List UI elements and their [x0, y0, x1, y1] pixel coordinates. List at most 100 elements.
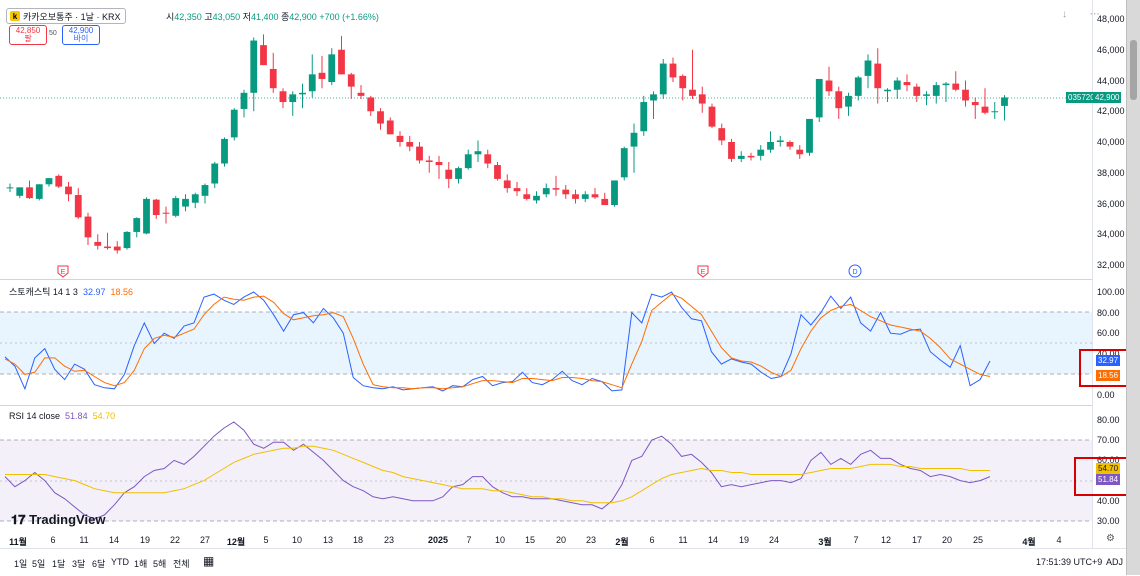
- time-axis-label: 2월: [615, 537, 629, 547]
- candle: [893, 77, 901, 99]
- candle: [737, 151, 745, 162]
- candle: [269, 52, 277, 93]
- highlight-stoch-values: [1079, 349, 1131, 387]
- candle: [347, 72, 355, 99]
- price-tick-label: 38,000: [1097, 167, 1125, 178]
- scrollbar[interactable]: [1126, 0, 1140, 575]
- price-tick-label: 46,000: [1097, 44, 1125, 55]
- rsi-ma-tag: 54.70: [1096, 463, 1121, 474]
- candle: [16, 187, 24, 199]
- pane-separator-1[interactable]: [0, 279, 1126, 280]
- symbol-selector[interactable]: k 카카오보통주 · 1날 · KRX: [6, 8, 127, 24]
- tf-1y[interactable]: 1해: [134, 559, 148, 569]
- candle: [484, 149, 492, 169]
- candle: [796, 145, 804, 159]
- stoch-tick-label: 100.00: [1097, 287, 1125, 297]
- candle: [289, 91, 297, 116]
- candle: [172, 195, 180, 218]
- pane-separator-2[interactable]: [0, 405, 1126, 406]
- candle: [581, 191, 589, 202]
- time-axis-label: 4월: [1022, 537, 1036, 547]
- stoch-layer: [4, 291, 991, 392]
- price-tick-label: 36,000: [1097, 198, 1125, 209]
- candle: [835, 86, 843, 119]
- candle: [640, 95, 648, 136]
- rsi-tick-label: 80.00: [1097, 415, 1120, 425]
- time-axis-label: 20: [941, 535, 953, 545]
- buy-button[interactable]: 42,900 바이: [62, 25, 100, 45]
- candle: [923, 91, 930, 106]
- candle: [435, 155, 443, 179]
- price-axis[interactable]: [1092, 0, 1127, 548]
- candle: [416, 142, 423, 164]
- tv-logo-icon: 𝟏𝟕: [11, 512, 26, 527]
- candle: [182, 194, 189, 212]
- stoch-legend[interactable]: 스토캐스틱 14 1 3 32.97 18.56: [9, 287, 134, 297]
- candle: [591, 188, 599, 199]
- candle: [260, 34, 267, 66]
- chart-plot-area[interactable]: E E D: [0, 0, 1092, 548]
- event-marker-earnings-2[interactable]: E: [697, 265, 709, 278]
- event-marker-earnings-1[interactable]: E: [57, 265, 69, 278]
- settings-gear-icon[interactable]: ⚙: [1106, 533, 1115, 544]
- candle: [971, 97, 979, 119]
- axis-top-icons[interactable]: ↓ ⋯: [1062, 9, 1110, 20]
- tf-5y[interactable]: 5해: [153, 559, 167, 569]
- clock[interactable]: 17:51:39 UTC+9: [1036, 557, 1103, 567]
- tf-3m[interactable]: 3달: [72, 559, 86, 569]
- time-axis-label: 17: [911, 535, 923, 545]
- candle: [952, 71, 960, 92]
- stoch-tick-label: 60.00: [1097, 328, 1120, 339]
- candle: [767, 131, 774, 153]
- candle: [396, 131, 404, 147]
- candle: [650, 91, 657, 119]
- tradingview-logo[interactable]: 𝟏𝟕 TradingView: [11, 512, 106, 527]
- event-marker-dividend[interactable]: D: [848, 264, 862, 278]
- candle: [464, 149, 472, 170]
- candle: [494, 161, 501, 181]
- time-axis-label: 12월: [226, 537, 246, 547]
- price-tick-label: 32,000: [1097, 260, 1125, 270]
- time-axis-label: 22: [169, 535, 181, 545]
- rsi-legend[interactable]: RSI 14 close 51.84 54.70: [9, 411, 116, 421]
- highlight-rsi-values: [1074, 457, 1128, 496]
- candle: [884, 88, 891, 103]
- candle: [552, 175, 560, 196]
- candle: [786, 140, 794, 150]
- sell-button[interactable]: 42,850 팔: [9, 25, 47, 45]
- tf-all[interactable]: 전체: [173, 559, 190, 569]
- time-axis-label: 6: [649, 535, 655, 545]
- candle: [279, 88, 287, 109]
- price-tick-label: 34,000: [1097, 229, 1125, 240]
- candle: [35, 184, 43, 201]
- candle: [406, 135, 414, 152]
- candle: [133, 217, 141, 238]
- date-range-calendar-icon[interactable]: ▦: [203, 554, 215, 568]
- tf-ytd[interactable]: YTD: [111, 557, 129, 567]
- stoch-d-tag: 18.56: [1096, 370, 1121, 381]
- svg-text:D: D: [852, 269, 857, 276]
- candle: [825, 66, 833, 96]
- candle: [328, 48, 336, 86]
- time-axis-label: 2025: [427, 535, 449, 545]
- tf-5d[interactable]: 5일: [32, 559, 46, 569]
- tf-6m[interactable]: 6달: [92, 559, 106, 569]
- time-axis-label: 14: [108, 535, 120, 545]
- candle: [913, 83, 921, 103]
- tf-1m[interactable]: 1달: [52, 559, 66, 569]
- adj-toggle[interactable]: ADJ: [1106, 557, 1124, 567]
- time-axis-label: 24: [768, 535, 780, 545]
- candle: [455, 166, 462, 184]
- time-axis-label: 19: [738, 535, 750, 545]
- candle: [503, 174, 511, 193]
- rsi-series-line: [5, 445, 990, 504]
- spread-value: 50: [49, 30, 57, 37]
- tf-1d[interactable]: 1일: [14, 559, 28, 569]
- candle: [474, 140, 482, 162]
- candle: [152, 198, 160, 219]
- candle: [445, 161, 453, 189]
- candle: [377, 108, 384, 130]
- time-axis-label: 19: [139, 535, 151, 545]
- price-tick-label: 48,000: [1097, 14, 1125, 24]
- scrollbar-thumb[interactable]: [1130, 40, 1137, 100]
